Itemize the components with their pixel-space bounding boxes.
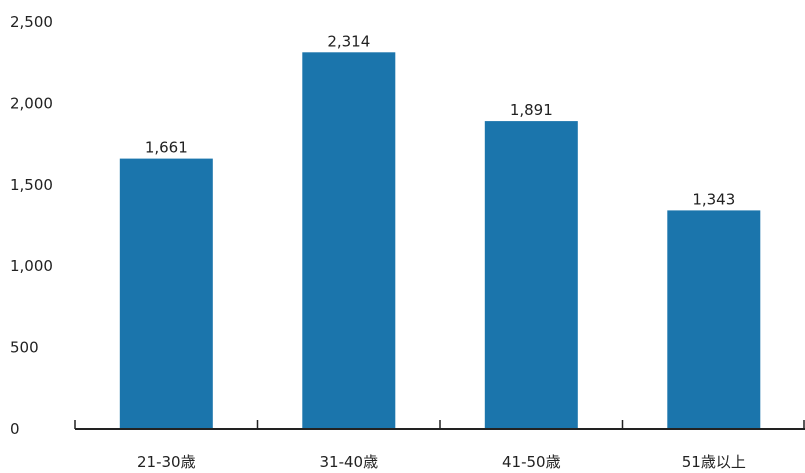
bar-4 [667,210,761,429]
y-tick-label: 0 [10,420,20,438]
y-tick-label: 2,500 [10,13,53,31]
bars-group [119,52,761,430]
x-category-label: 31-40歳 [320,453,379,471]
x-axis [74,420,805,430]
y-axis-ticks: 0 500 1,000 1,500 2,000 2,500 [10,13,53,438]
bar-value-label: 2,314 [327,32,370,50]
y-tick-label: 500 [10,339,39,357]
bar-2 [302,52,396,430]
x-category-label: 41-50歳 [502,453,561,471]
x-category-label: 51歳以上 [682,453,746,471]
x-category-label: 21-30歳 [137,453,196,471]
bar-value-label: 1,343 [692,190,735,208]
bar-1 [119,158,213,429]
bar-3 [484,121,578,429]
bar-value-label: 1,891 [510,101,553,119]
y-tick-label: 2,000 [10,94,53,112]
y-tick-label: 1,500 [10,176,53,194]
y-tick-label: 1,000 [10,257,53,275]
x-axis-labels: 21-30歳 31-40歳 41-50歳 51歳以上 [137,453,746,471]
data-labels-group: 1,661 2,314 1,891 1,343 [145,32,735,208]
bar-value-label: 1,661 [145,139,188,157]
